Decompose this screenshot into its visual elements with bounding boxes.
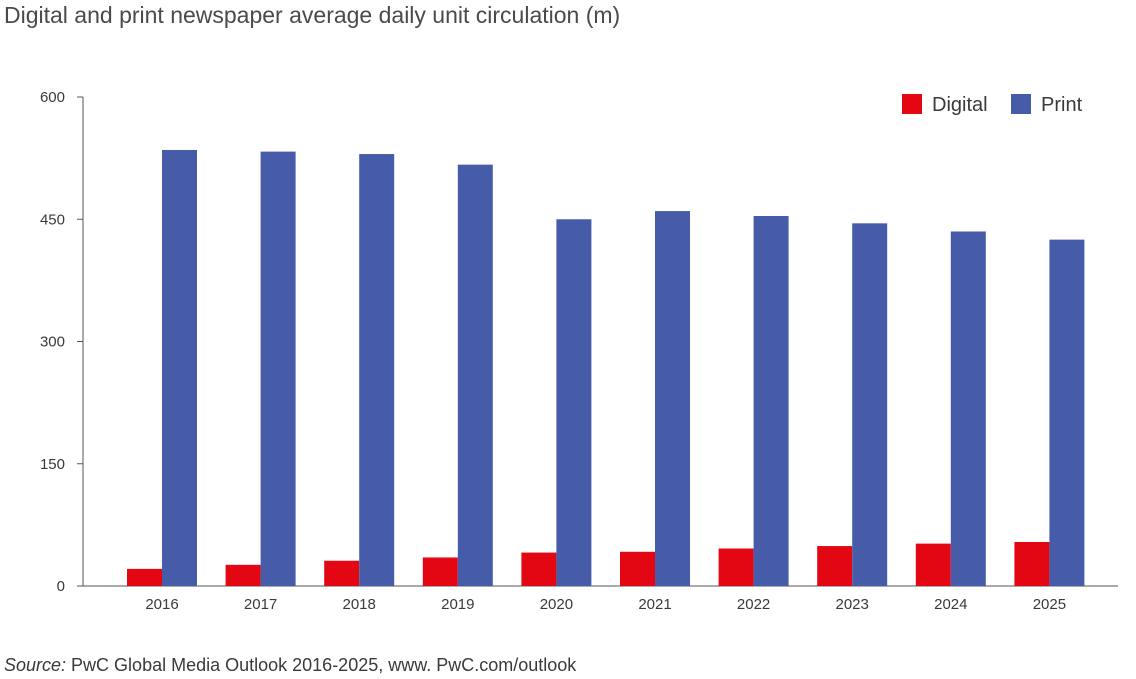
bar-digital — [1014, 541, 1050, 586]
bar-print — [359, 154, 395, 587]
y-tick-label: 600 — [40, 89, 65, 106]
bar-digital — [817, 546, 853, 586]
chart-title: Digital and print newspaper average dail… — [4, 2, 621, 28]
x-tick-label: 2023 — [836, 596, 869, 613]
bar-print — [950, 231, 986, 586]
bar-print — [457, 164, 493, 586]
y-tick-label: 300 — [40, 334, 65, 351]
bar-digital — [620, 551, 655, 586]
y-tick-label: 0 — [57, 578, 65, 595]
x-tick-label: 2020 — [540, 596, 573, 613]
x-tick-labels: 2016 2017 2018 2019 2020 2021 2022 2023 2024 2025 — [145, 596, 1066, 613]
x-tick-label: 2025 — [1033, 596, 1066, 613]
x-tick-label: 2021 — [638, 596, 671, 613]
x-tick-label: 2019 — [441, 596, 474, 613]
bar-print — [852, 223, 888, 586]
bars — [127, 149, 1085, 587]
x-tick-label: 2017 — [244, 596, 277, 613]
bar-digital — [718, 548, 754, 586]
bar-digital — [127, 568, 162, 586]
x-tick-label: 2022 — [737, 596, 770, 613]
y-tick-label: 450 — [40, 211, 65, 228]
bar-print — [162, 149, 197, 586]
source-note: Source: PwC Global Media Outlook 2016-20… — [4, 655, 576, 676]
bar-digital — [915, 543, 951, 586]
x-tick-label: 2024 — [934, 596, 967, 613]
bar-digital — [225, 564, 261, 586]
bar-print — [1049, 239, 1085, 586]
x-tick-label: 2018 — [343, 596, 376, 613]
legend-swatch-print — [1011, 94, 1031, 114]
bar-digital — [422, 557, 458, 586]
bar-print — [556, 219, 592, 586]
legend-label-digital: Digital — [932, 94, 988, 116]
bar-digital — [324, 560, 360, 586]
bar-print — [753, 215, 789, 587]
legend: Digital Print — [902, 94, 1083, 116]
source-text: PwC Global Media Outlook 2016-2025, www.… — [66, 655, 577, 675]
legend-label-print: Print — [1041, 94, 1083, 116]
y-tick-labels: 0 150 300 450 600 — [40, 89, 65, 595]
source-label: Source: — [4, 655, 67, 675]
bar-print — [655, 211, 690, 586]
bar-print — [260, 151, 296, 587]
bar-digital — [521, 552, 557, 586]
y-tick-label: 150 — [40, 456, 65, 473]
legend-swatch-digital — [902, 94, 922, 114]
x-tick-label: 2016 — [145, 596, 178, 613]
